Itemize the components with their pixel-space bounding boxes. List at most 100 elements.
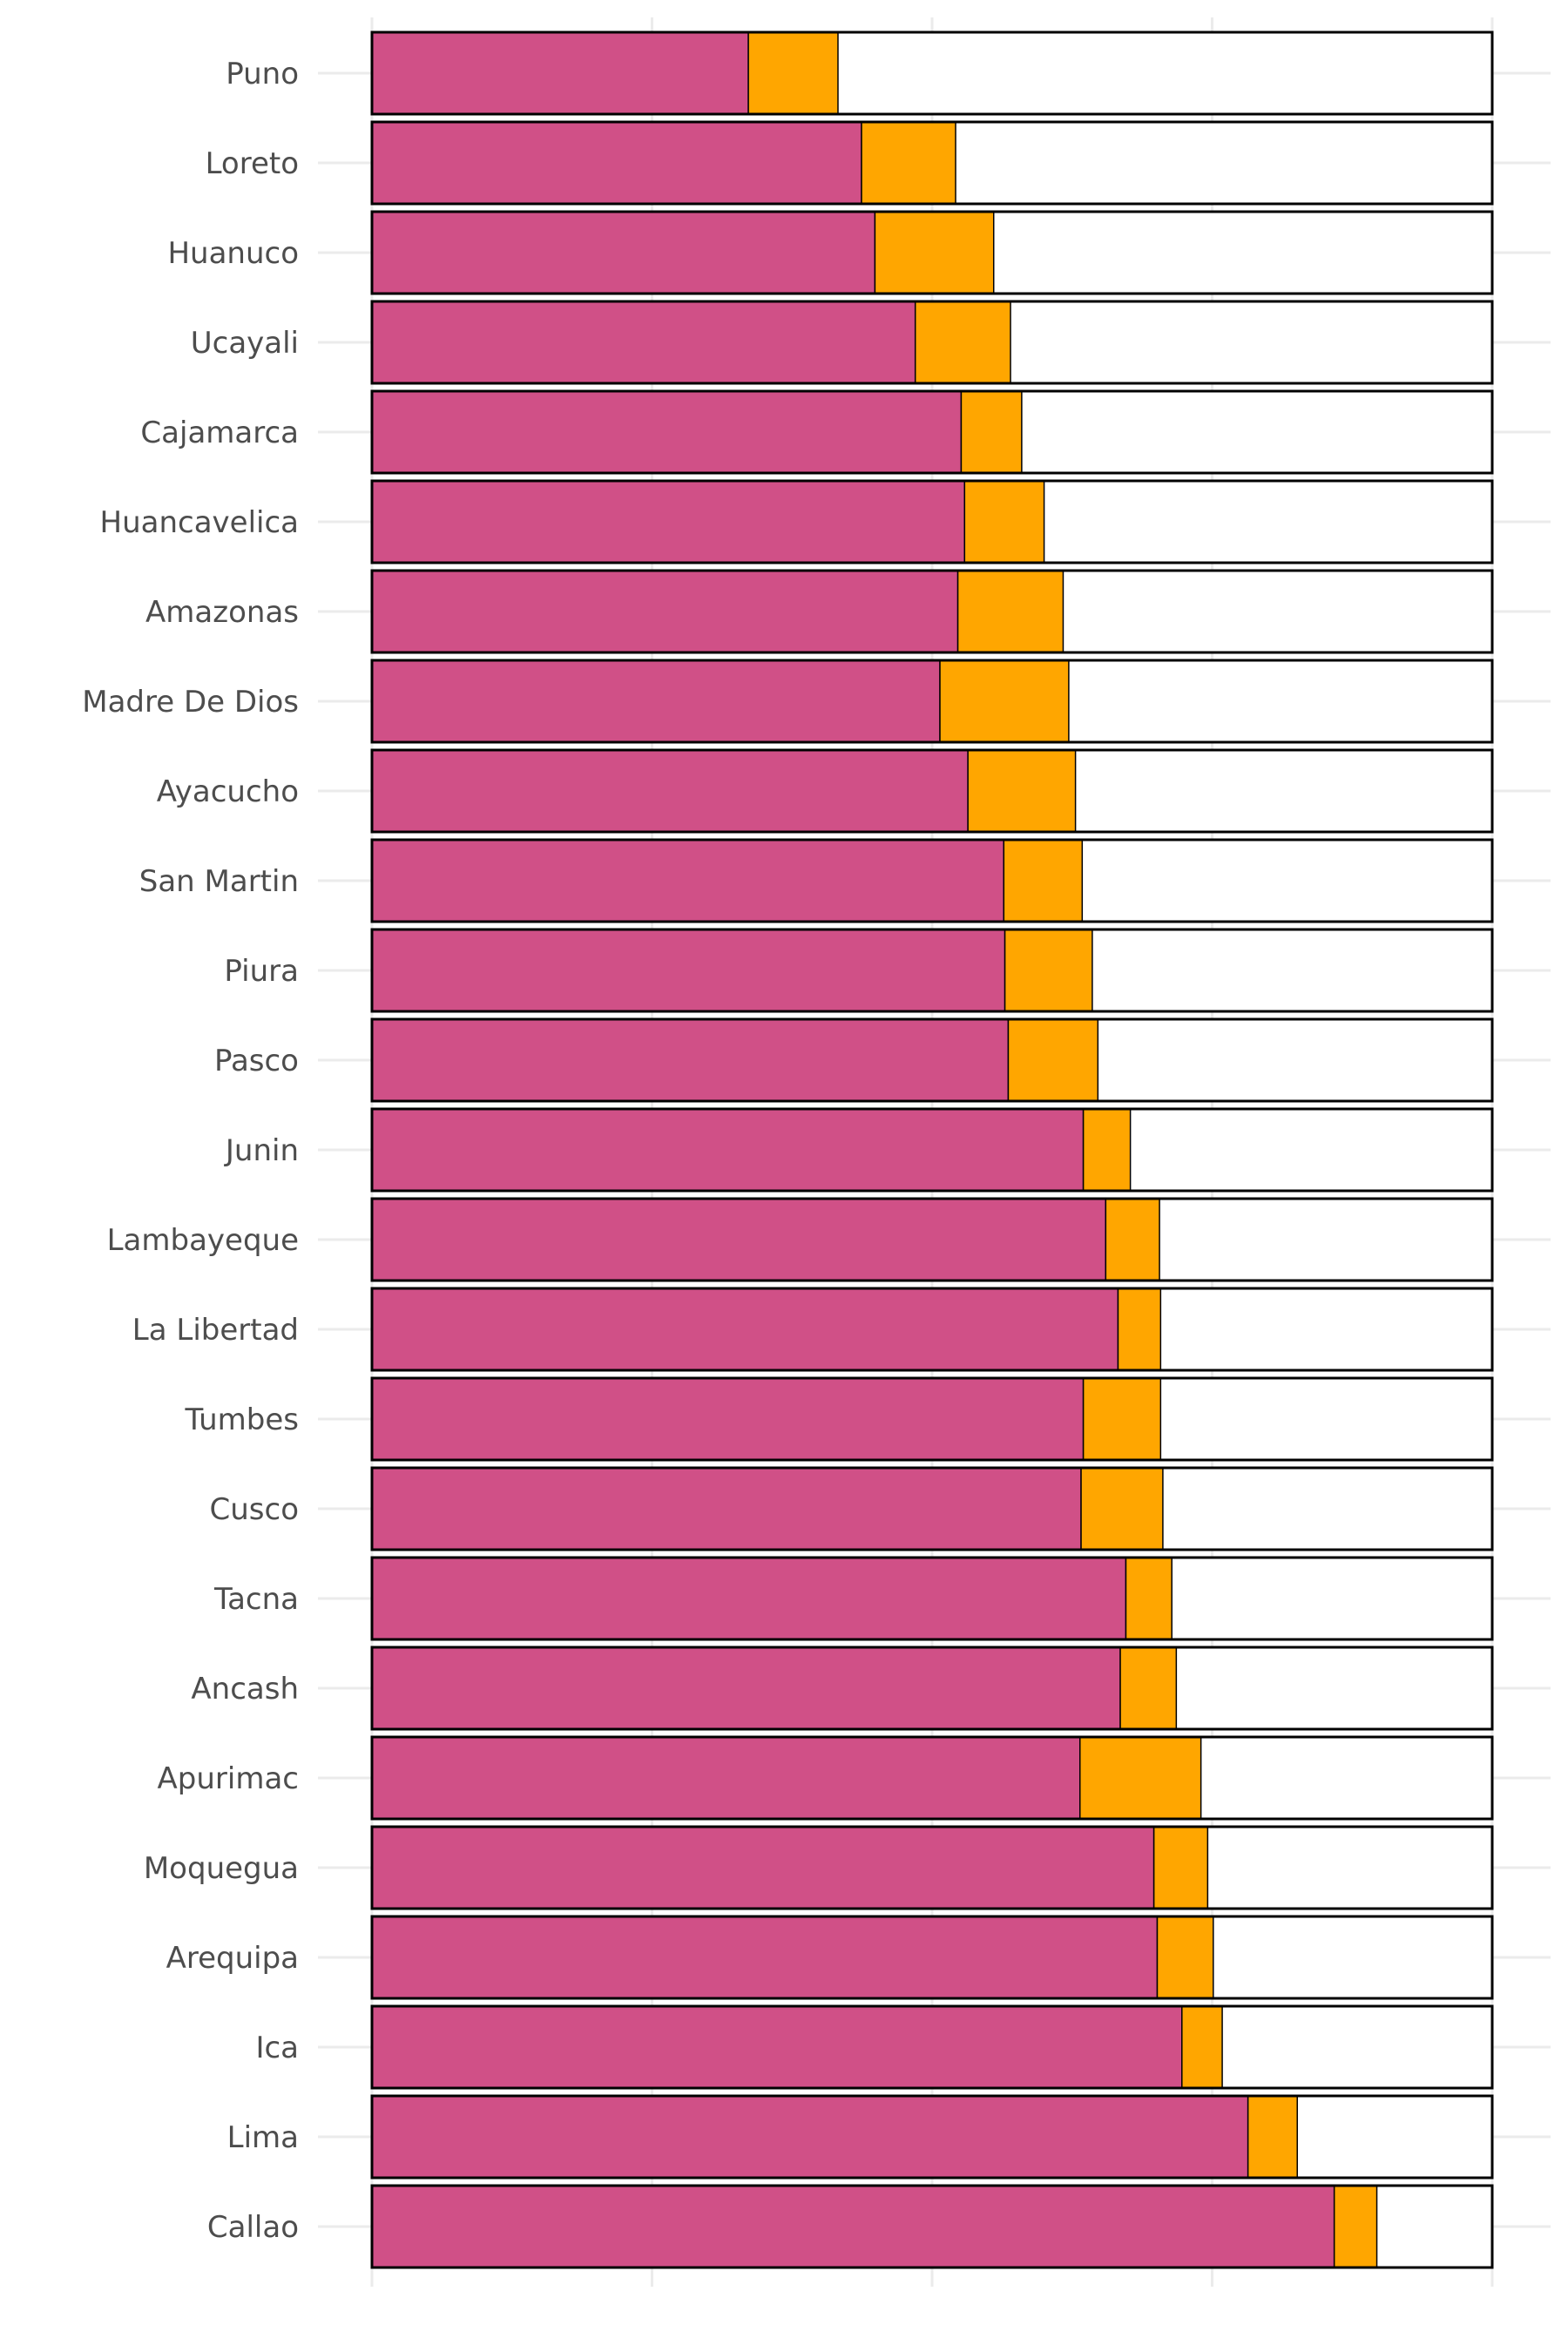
- bar-outline: [370, 1646, 1494, 1731]
- bar-outline: [370, 1376, 1494, 1462]
- bar-outline: [370, 1107, 1494, 1193]
- bar-segment-2: [939, 659, 1070, 743]
- bar-outline: [370, 1735, 1494, 1821]
- bar-segment-1: [371, 2185, 1335, 2268]
- category-label: Cusco: [210, 1492, 300, 1527]
- bar-segment-2: [874, 211, 995, 294]
- bar-group: [370, 210, 1494, 295]
- category-label: Amazonas: [145, 595, 299, 630]
- category-labels: Puno Loreto Huanuco Ucayali Cajamarca Huancav…: [82, 57, 299, 2245]
- bar-segment-2: [1125, 1557, 1173, 1640]
- bar-segment-1: [371, 749, 969, 833]
- bar-outline: [370, 1556, 1494, 1641]
- bar-segment-2: [1152, 1826, 1209, 1909]
- bar-segment-2: [1082, 1377, 1162, 1461]
- category-label: Huancavelica: [100, 505, 300, 540]
- bar-group: [370, 120, 1494, 206]
- category-label: Tacna: [213, 1582, 299, 1617]
- bar-segment-1: [371, 1467, 1082, 1551]
- bar-group: [370, 569, 1494, 654]
- category-label: Lambayeque: [107, 1223, 299, 1258]
- bar-group: [370, 1466, 1494, 1551]
- bar-segment-1: [371, 570, 959, 653]
- bar-segment-2: [1082, 1108, 1132, 1192]
- category-label: Ucayali: [191, 326, 299, 361]
- bar-segment-2: [1105, 1198, 1160, 1281]
- bar-group: [370, 659, 1494, 744]
- bar-segment-1: [371, 1018, 1010, 1102]
- bar-segment-1: [371, 1736, 1081, 1820]
- bar-group: [370, 1556, 1494, 1641]
- bars-layer: [370, 30, 1494, 2269]
- bar-outline: [370, 30, 1494, 116]
- bar-group: [370, 300, 1494, 385]
- bar-segment-1: [371, 1646, 1121, 1730]
- category-label: Puno: [226, 57, 299, 91]
- bar-segment-2: [960, 390, 1023, 474]
- bar-group: [370, 1646, 1494, 1731]
- bar-segment-1: [371, 1826, 1155, 1909]
- category-label: Callao: [207, 2210, 299, 2245]
- bar-group: [370, 1017, 1494, 1103]
- bar-segment-2: [747, 31, 839, 115]
- bar-outline: [370, 120, 1494, 206]
- bar-group: [370, 1287, 1494, 1372]
- category-label: La Libertad: [132, 1313, 299, 1348]
- bar-segment-2: [1007, 1018, 1099, 1102]
- category-label: Pasco: [214, 1044, 299, 1078]
- bar-group: [370, 1915, 1494, 2000]
- bar-segment-1: [371, 1108, 1085, 1192]
- bar-outline: [370, 479, 1494, 564]
- bar-outline: [370, 1825, 1494, 1910]
- bar-group: [370, 389, 1494, 475]
- category-label: Moquegua: [144, 1851, 299, 1886]
- bar-outline: [370, 2184, 1494, 2269]
- category-label: Ayacucho: [157, 774, 299, 809]
- bar-segment-1: [371, 390, 963, 474]
- bar-segment-2: [1119, 1646, 1178, 1730]
- category-label: Lima: [227, 2120, 299, 2155]
- bar-outline: [370, 2004, 1494, 2090]
- bar-segment-2: [1181, 2005, 1223, 2089]
- bar-outline: [370, 2094, 1494, 2180]
- bar-segment-2: [1079, 1736, 1202, 1820]
- bar-group: [370, 928, 1494, 1013]
- bar-segment-2: [1333, 2185, 1378, 2268]
- bar-segment-1: [371, 301, 916, 384]
- bar-segment-1: [371, 211, 876, 294]
- category-label: Huanuco: [167, 236, 299, 271]
- category-label: Ancash: [191, 1672, 299, 1707]
- bar-group: [370, 2004, 1494, 2090]
- bar-outline: [370, 659, 1494, 744]
- bar-outline: [370, 1466, 1494, 1551]
- bar-segment-2: [1080, 1467, 1164, 1551]
- bar-group: [370, 748, 1494, 834]
- bar-segment-1: [371, 31, 749, 115]
- bar-segment-1: [371, 1557, 1127, 1640]
- bar-group: [370, 1197, 1494, 1282]
- category-label: Loreto: [206, 146, 299, 181]
- bar-segment-1: [371, 929, 1006, 1012]
- bar-outline: [370, 1197, 1494, 1282]
- bar-segment-1: [371, 659, 941, 743]
- bar-segment-1: [371, 1377, 1085, 1461]
- bar-group: [370, 1107, 1494, 1193]
- category-label: Cajamarca: [140, 416, 299, 450]
- bar-outline: [370, 928, 1494, 1013]
- bar-segment-2: [1156, 1916, 1214, 1999]
- bar-segment-2: [1004, 929, 1093, 1012]
- bar-group: [370, 1825, 1494, 1910]
- bar-outline: [370, 300, 1494, 385]
- bar-segment-1: [371, 121, 862, 205]
- bar-group: [370, 2184, 1494, 2269]
- bar-segment-1: [371, 1916, 1159, 1999]
- bar-segment-2: [1003, 839, 1084, 923]
- bar-group: [370, 1735, 1494, 1821]
- bar-segment-1: [371, 1198, 1107, 1281]
- bar-segment-2: [861, 121, 956, 205]
- category-label: Tumbes: [185, 1402, 300, 1437]
- bar-outline: [370, 389, 1494, 475]
- bar-outline: [370, 1017, 1494, 1103]
- bar-outline: [370, 210, 1494, 295]
